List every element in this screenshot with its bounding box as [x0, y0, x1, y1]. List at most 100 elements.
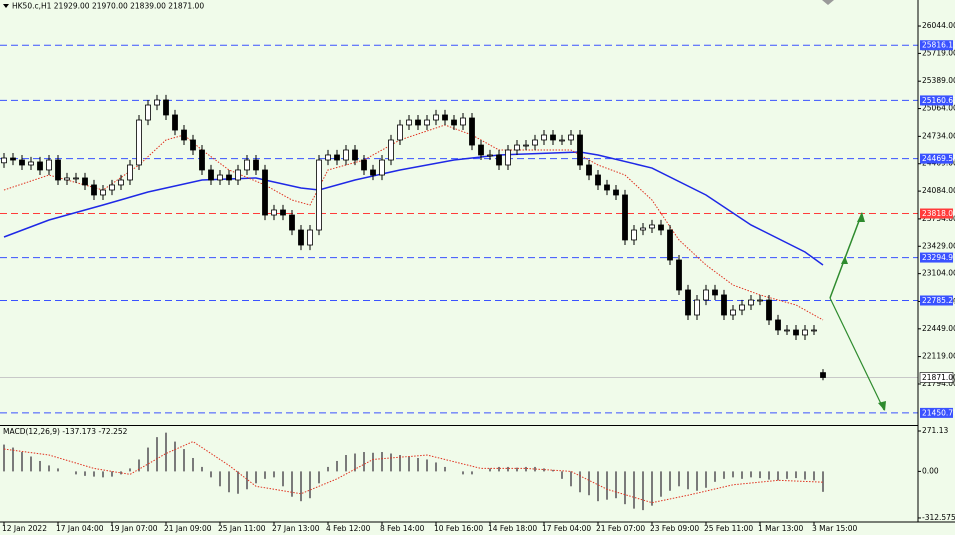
candle-body: [316, 159, 322, 231]
macd-bar: [750, 471, 752, 478]
macd-bar: [138, 459, 140, 472]
candle-body: [298, 229, 304, 246]
x-tick-label: 21 Jan 09:00: [164, 524, 212, 533]
macd-bar: [165, 432, 167, 472]
macd-bar: [111, 471, 113, 477]
macd-bar: [273, 471, 275, 478]
y-tick-label: 23104.00: [922, 269, 955, 278]
candle-body: [433, 114, 439, 121]
level-label-box: [920, 295, 953, 306]
candle-body: [28, 161, 34, 166]
macd-bar: [498, 466, 500, 472]
candle-body: [217, 174, 223, 181]
candle-body: [1, 157, 7, 164]
macd-bar: [102, 471, 104, 478]
level-label-box: [920, 153, 953, 164]
macd-bar: [660, 471, 662, 497]
candle-body: [334, 154, 340, 161]
level-label: 22785.21: [922, 296, 955, 305]
macd-bar: [237, 471, 239, 494]
macd-bar: [327, 466, 329, 472]
macd-bar: [300, 471, 302, 502]
macd-bar: [93, 471, 95, 477]
macd-bar: [399, 455, 401, 472]
candle-body: [415, 119, 421, 126]
macd-bar: [516, 467, 518, 472]
level-label: 23818.00: [922, 209, 955, 218]
macd-bar: [444, 466, 446, 472]
x-tick-label: 21 Feb 07:00: [596, 524, 645, 533]
level-label-box: [920, 252, 953, 263]
macd-bar: [264, 471, 266, 479]
candle-body: [37, 161, 43, 171]
macd-bar: [354, 453, 356, 472]
menu-triangle[interactable]: [3, 4, 9, 8]
macd-bar: [192, 457, 194, 472]
candle-body: [514, 144, 520, 151]
macd-bar: [723, 471, 725, 479]
y-tick-label: 26044.00: [922, 21, 955, 30]
macd-bar: [174, 441, 176, 472]
candle-body: [226, 174, 232, 181]
arrow-down: [829, 297, 885, 411]
macd-bar: [3, 444, 5, 472]
macd-bar: [606, 471, 608, 500]
candle-body: [307, 229, 313, 246]
y-tick-label: 24084.00: [922, 186, 955, 195]
plot-layer: [0, 44, 918, 511]
macd-bar: [210, 471, 212, 478]
macd-bar: [57, 468, 59, 472]
macd-bar: [633, 471, 635, 509]
macd-bar: [255, 471, 257, 484]
candle-body: [784, 329, 790, 332]
macd-bar: [768, 471, 770, 480]
x-tick-label: 3 Mar 15:00: [812, 524, 858, 533]
macd-tick-label: 271.13: [922, 426, 948, 435]
level-label-box: [920, 208, 953, 219]
x-tick-label: 8 Feb 14:00: [380, 524, 425, 533]
arrow-head: [878, 401, 886, 411]
y-tick-label: 24734.00: [922, 131, 955, 140]
macd-bar: [246, 471, 248, 490]
macd-bar: [588, 471, 590, 496]
level-label-box: [920, 407, 953, 418]
candle-body: [397, 124, 403, 141]
macd-bar: [12, 447, 14, 472]
macd-bar: [813, 471, 815, 481]
macd-bar: [534, 466, 536, 472]
candle-body: [325, 154, 331, 161]
macd-bar: [462, 471, 464, 475]
macd-bar: [561, 471, 563, 479]
y-tick-label: 23429.00: [922, 241, 955, 250]
candle-body: [208, 169, 214, 181]
candle-body: [757, 299, 763, 302]
candle-body: [172, 114, 178, 131]
macd-bar: [732, 471, 734, 478]
macd-bar: [408, 456, 410, 472]
macd-bar: [381, 452, 383, 472]
macd-bar: [75, 471, 77, 475]
y-tick-label: 22449.00: [922, 324, 955, 333]
macd-bar: [84, 471, 86, 476]
candle-body: [640, 227, 646, 231]
macd-bar: [183, 449, 185, 472]
candle-body: [262, 169, 268, 216]
macd-bar: [777, 471, 779, 481]
candle-body: [343, 149, 349, 161]
candle-body: [82, 177, 88, 186]
macd-bar: [426, 459, 428, 472]
x-tick-label: 10 Feb 16:00: [434, 524, 483, 533]
macd-bar: [669, 471, 671, 491]
macd-bar: [21, 452, 23, 472]
macd-bar: [372, 452, 374, 472]
macd-bar: [417, 457, 419, 472]
candle-body: [406, 119, 412, 126]
candle-body: [604, 184, 610, 191]
level-label: 23294.97: [922, 253, 955, 262]
chart-title: HK50.c,H1 21929.00 21970.00 21839.00 218…: [12, 2, 204, 11]
macd-bar: [507, 466, 509, 472]
candle-body: [586, 164, 592, 176]
macd-bar: [687, 471, 689, 490]
arrow-up: [829, 257, 846, 299]
